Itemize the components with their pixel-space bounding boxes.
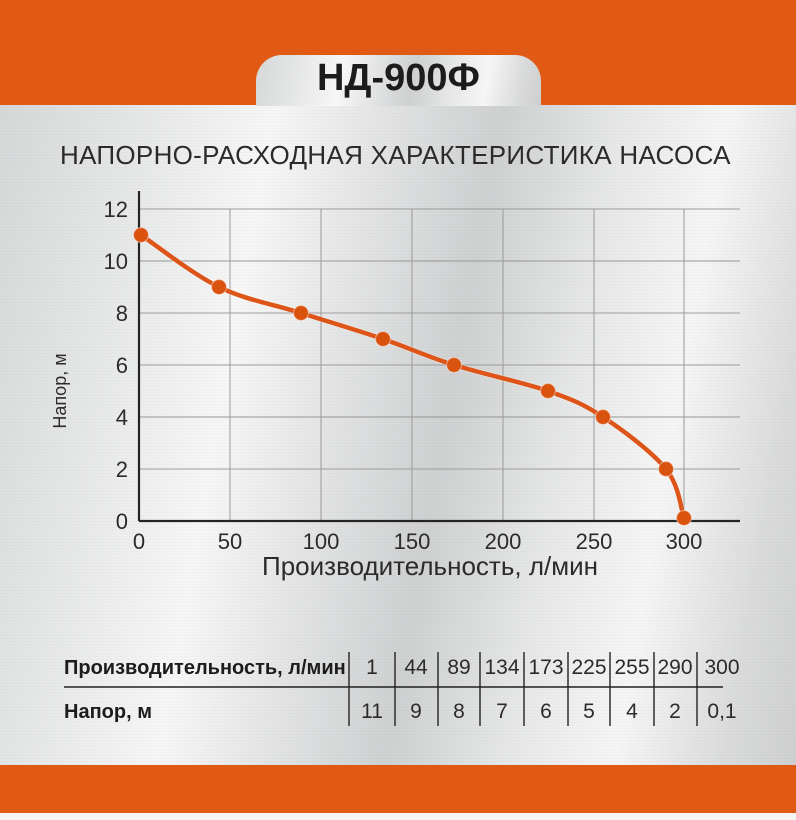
svg-text:9: 9 [410,700,422,723]
svg-text:4: 4 [626,700,638,723]
svg-text:225: 225 [571,656,606,679]
svg-text:6: 6 [540,700,552,723]
svg-text:255: 255 [614,656,649,679]
svg-text:89: 89 [447,656,470,679]
svg-text:Производительность, л/мин: Производительность, л/мин [64,657,346,679]
svg-text:2: 2 [669,700,681,723]
svg-text:44: 44 [404,656,428,679]
svg-text:11: 11 [361,700,383,723]
svg-text:Напор, м: Напор, м [64,701,152,723]
svg-text:7: 7 [496,700,508,723]
svg-text:134: 134 [484,656,519,679]
svg-text:8: 8 [453,700,465,723]
svg-text:300: 300 [704,656,739,679]
svg-text:0,1: 0,1 [707,700,736,723]
svg-text:290: 290 [657,656,692,679]
svg-text:5: 5 [583,700,595,723]
svg-text:1: 1 [366,656,378,679]
svg-text:173: 173 [528,656,563,679]
